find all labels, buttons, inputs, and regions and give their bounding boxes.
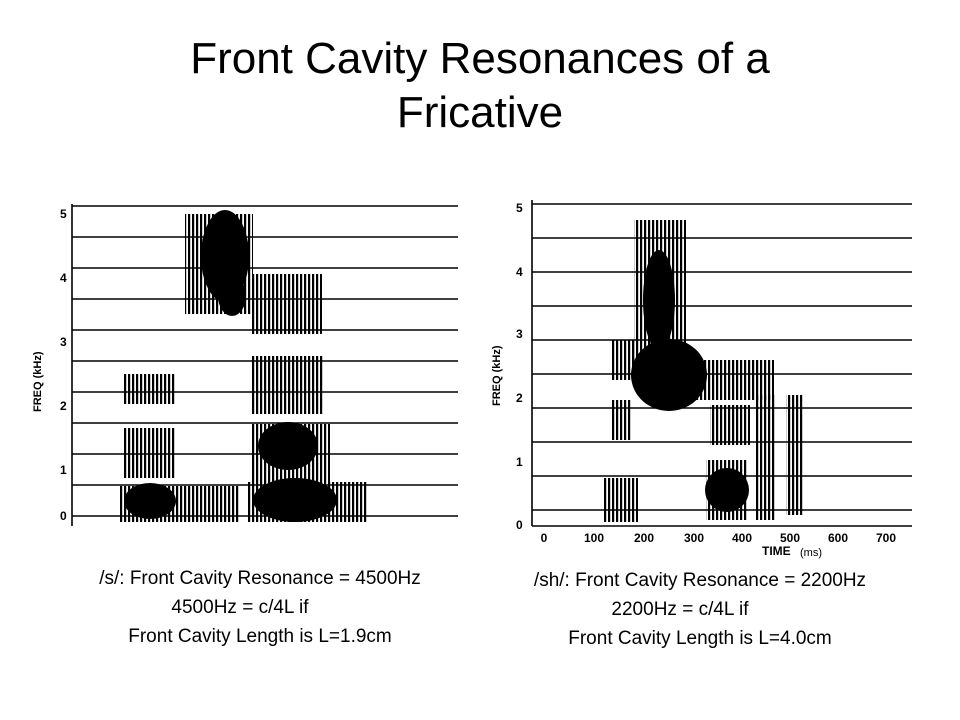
s-caption-line2: 4500Hz = c/4L if [171, 597, 309, 618]
sh-ytick-0: 0 [516, 518, 523, 532]
sh-ytick-1: 1 [516, 455, 523, 469]
s-caption-line1: /s/: Front Cavity Resonance = 4500Hz [99, 568, 421, 589]
s-caption-line3: Front Cavity Length is L=1.9cm [128, 626, 392, 647]
sh-ytick-4: 4 [516, 265, 523, 279]
sh-caption-line3: Front Cavity Length is L=4.0cm [568, 628, 832, 649]
slide-title-line2: Fricative [396, 88, 564, 137]
sh-caption: /sh/: Front Cavity Resonance = 2200Hz 22… [480, 566, 920, 653]
sh-spectrogram-y-ticks: 0 1 2 3 4 5 [516, 201, 523, 532]
s-ytick-1: 1 [60, 463, 67, 477]
sh-ytick-5: 5 [516, 201, 523, 215]
sh-spectrogram-energy [604, 220, 804, 522]
sh-caption-line1: /sh/: Front Cavity Resonance = 2200Hz [533, 570, 867, 591]
sh-spectrogram-x-ticks: 0 100 200 300 400 500 600 700 [541, 531, 897, 545]
s-ytick-2: 2 [60, 399, 67, 413]
sh-xtick-400: 400 [732, 531, 752, 545]
s-spectrogram-figure: 0 1 2 3 4 5 FREQ (kHz) [32, 204, 458, 526]
s-spectrogram-y-ticks: 0 1 2 3 4 5 [60, 207, 67, 523]
sh-spectrogram: 0 1 2 3 4 5 FREQ (kHz) 0 100 200 300 400… [484, 190, 914, 562]
sh-xunit: (ms) [800, 547, 822, 559]
s-caption: /s/: Front Cavity Resonance = 4500Hz 450… [40, 564, 480, 651]
sh-ylabel: FREQ (kHz) [491, 345, 503, 406]
s-spectrogram: 0 1 2 3 4 5 FREQ (kHz) [20, 196, 460, 530]
slide-title: Front Cavity Resonances of a Fricative [0, 32, 960, 140]
sh-spectrogram-figure: 0 1 2 3 4 5 FREQ (kHz) 0 100 200 300 400… [491, 200, 912, 559]
sh-caption-line2: 2200Hz = c/4L if [611, 599, 749, 620]
sh-xtick-0: 0 [541, 531, 548, 545]
s-ytick-3: 3 [60, 335, 67, 349]
sh-xtick-500: 500 [780, 531, 800, 545]
sh-xtick-600: 600 [828, 531, 848, 545]
s-ytick-4: 4 [60, 271, 67, 285]
s-ylabel: FREQ (kHz) [32, 351, 44, 412]
sh-xtick-700: 700 [876, 531, 896, 545]
sh-xlabel: TIME [762, 544, 791, 558]
sh-xtick-200: 200 [634, 531, 654, 545]
s-ytick-5: 5 [60, 207, 67, 221]
sh-ytick-2: 2 [516, 391, 523, 405]
sh-xtick-100: 100 [584, 531, 604, 545]
sh-ytick-3: 3 [516, 327, 523, 341]
s-spectrogram-energy [120, 210, 368, 522]
sh-xtick-300: 300 [684, 531, 704, 545]
s-ytick-0: 0 [60, 509, 67, 523]
slide-title-line1: Front Cavity Resonances of a [190, 34, 770, 83]
